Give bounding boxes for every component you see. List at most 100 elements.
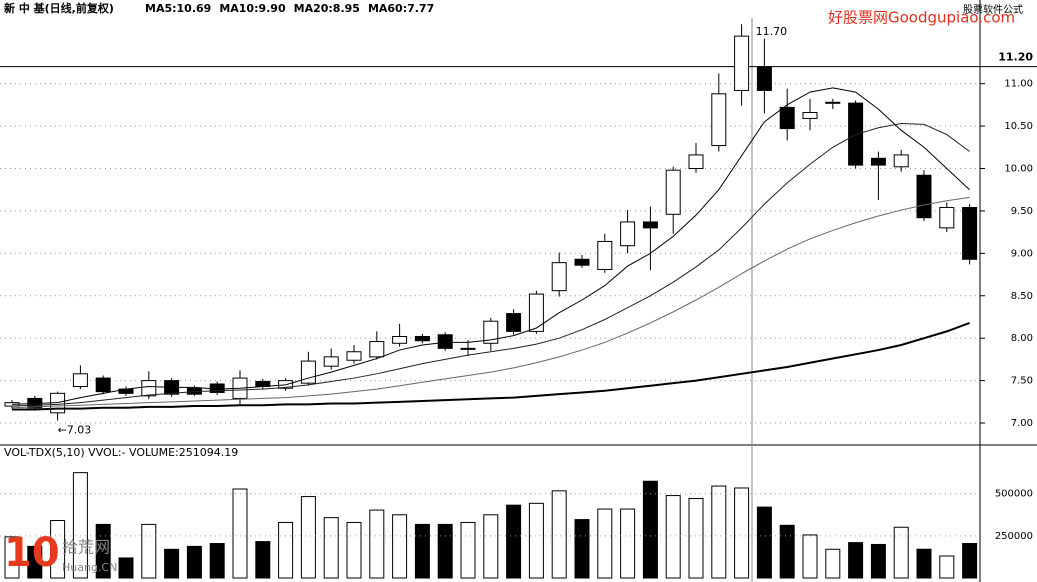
volume-bar bbox=[574, 519, 590, 579]
volume-bar bbox=[734, 487, 750, 579]
ma-line bbox=[11, 123, 970, 407]
volume-bar bbox=[27, 545, 43, 579]
candle-body bbox=[939, 207, 955, 229]
candle-body bbox=[551, 262, 567, 292]
volume-bar bbox=[665, 495, 681, 579]
candle-body bbox=[437, 334, 453, 349]
legend-entry: MA20:8.95 bbox=[294, 2, 360, 15]
volume-bar bbox=[711, 485, 727, 579]
volume-bar bbox=[620, 508, 636, 579]
candle-body bbox=[369, 341, 385, 358]
candle-body bbox=[734, 35, 750, 91]
candle-body bbox=[414, 335, 430, 342]
candle-body bbox=[528, 293, 544, 332]
annotation: ←7.03 bbox=[58, 423, 92, 436]
candle-body bbox=[962, 207, 978, 260]
volume-bar bbox=[346, 521, 362, 579]
legend-entry: MA10:9.90 bbox=[219, 2, 286, 15]
volume-bar bbox=[437, 523, 453, 579]
ma-line bbox=[12, 321, 970, 411]
y-tick-label: 11.00 bbox=[1004, 79, 1033, 90]
watermark: 好股票网Goodgupiao.com bbox=[828, 9, 1015, 27]
volume-bar bbox=[802, 534, 818, 579]
volume-bar bbox=[460, 521, 476, 579]
volume-bar bbox=[186, 545, 202, 579]
ma-line bbox=[11, 196, 970, 409]
volume-bar bbox=[50, 520, 66, 579]
y-tick-label: 7.50 bbox=[1011, 376, 1033, 387]
volume-bar bbox=[962, 543, 978, 579]
volume-bar bbox=[483, 514, 499, 579]
candle-body bbox=[574, 258, 590, 266]
y-tick-label: 250000 bbox=[995, 531, 1033, 542]
candle-body bbox=[916, 174, 932, 219]
candle-body bbox=[141, 380, 157, 397]
legend-entry: MA60:7.77 bbox=[368, 2, 434, 15]
volume-bar bbox=[4, 536, 20, 579]
y-tick-label: 8.50 bbox=[1011, 291, 1033, 302]
y-tick-label: 8.00 bbox=[1011, 333, 1033, 344]
candle-body bbox=[597, 240, 613, 270]
volume-title: VOL-TDX(5,10) VVOL:- VOLUME:251094.19 bbox=[4, 446, 238, 459]
volume-bar bbox=[870, 543, 886, 579]
chart-title: 新 中 基(日线,前复权) bbox=[4, 1, 114, 15]
y-tick-label: 7.00 bbox=[1011, 418, 1033, 429]
candle-body bbox=[779, 106, 795, 130]
candle-body bbox=[460, 347, 476, 350]
watermark: 股票软件公式 bbox=[963, 3, 1023, 16]
y-tick-label: 10.50 bbox=[1004, 121, 1033, 132]
volume-bar bbox=[939, 555, 955, 579]
candle-body bbox=[72, 373, 88, 388]
volume-bar bbox=[642, 480, 658, 579]
logo-url: Huang.CN bbox=[62, 561, 117, 574]
candle-body bbox=[665, 169, 681, 215]
y-tick-label: 10.00 bbox=[1004, 163, 1033, 174]
volume-bar bbox=[323, 517, 339, 579]
volume-bar bbox=[528, 502, 544, 579]
candle-body bbox=[825, 101, 841, 104]
volume-bar bbox=[72, 472, 88, 579]
price-line-label: 11.20 bbox=[998, 51, 1033, 64]
volume-bar bbox=[551, 490, 567, 579]
candle-body bbox=[642, 221, 658, 229]
candle-body bbox=[802, 111, 818, 119]
candle-body bbox=[392, 335, 408, 344]
candle-body bbox=[483, 320, 499, 344]
volume-bar bbox=[597, 508, 613, 579]
annotation: 11.70 bbox=[756, 25, 788, 38]
candle-body bbox=[756, 66, 772, 91]
volume-bar bbox=[255, 541, 271, 579]
candle-body bbox=[870, 157, 886, 166]
legend-entry: MA5:10.69 bbox=[145, 2, 211, 15]
volume-bar bbox=[414, 523, 430, 579]
volume-bar bbox=[300, 496, 316, 579]
volume-bar bbox=[392, 514, 408, 579]
ma-line bbox=[11, 87, 970, 405]
volume-bar bbox=[278, 521, 294, 579]
volume-bar bbox=[688, 498, 704, 579]
logo-text: 拾荒网 bbox=[62, 538, 110, 557]
volume-bar bbox=[209, 543, 225, 579]
volume-bar bbox=[141, 523, 157, 579]
volume-bar bbox=[893, 526, 909, 579]
volume-bar bbox=[779, 524, 795, 579]
volume-bar bbox=[848, 542, 864, 579]
volume-bar bbox=[756, 506, 772, 579]
candle-body bbox=[688, 154, 704, 169]
candle-body bbox=[95, 377, 111, 393]
candle-body bbox=[620, 221, 636, 247]
y-tick-label: 500000 bbox=[995, 489, 1033, 500]
volume-bar bbox=[916, 548, 932, 579]
volume-bar bbox=[164, 548, 180, 579]
volume-bar bbox=[95, 523, 111, 579]
volume-bar bbox=[825, 548, 841, 579]
volume-bar bbox=[232, 488, 248, 579]
volume-bar bbox=[118, 557, 134, 579]
y-tick-label: 9.50 bbox=[1011, 206, 1033, 217]
candle-body bbox=[893, 154, 909, 168]
candle-body bbox=[711, 93, 727, 147]
volume-bar bbox=[506, 504, 522, 579]
